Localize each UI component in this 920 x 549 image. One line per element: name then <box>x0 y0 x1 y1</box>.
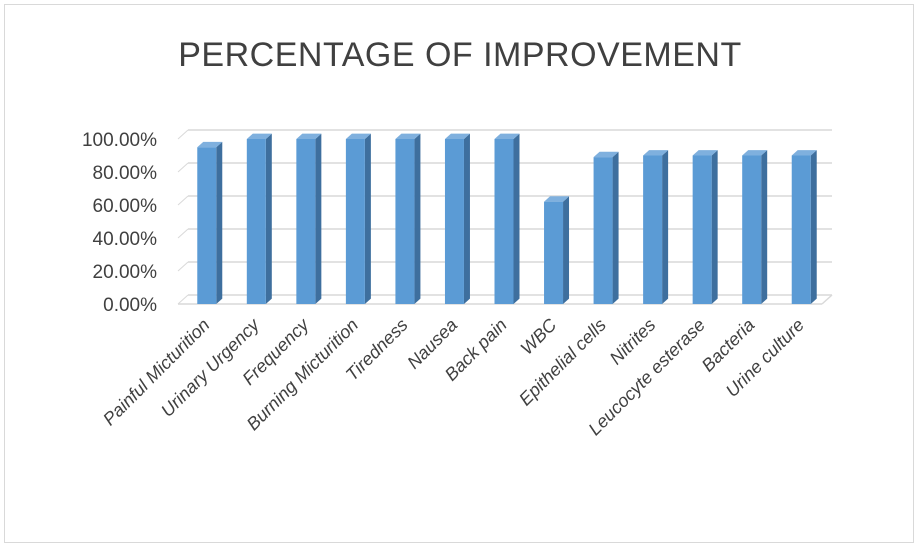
bar-top <box>197 141 223 148</box>
bars <box>197 133 817 304</box>
y-tick-label: 40.00% <box>93 229 158 250</box>
bar <box>197 141 223 304</box>
bar-side <box>761 150 768 304</box>
bar-side <box>265 133 272 304</box>
y-tick-label: 80.00% <box>93 163 158 184</box>
bar <box>296 133 322 304</box>
y-tick-label: 20.00% <box>93 262 158 283</box>
bar-front <box>197 147 217 304</box>
x-tick-label: WBC <box>517 314 562 359</box>
floor-line-depth <box>821 294 833 305</box>
bar-front <box>544 201 564 304</box>
bar-side <box>315 133 322 304</box>
y-tick-label: 0.00% <box>103 295 157 316</box>
bar-side <box>662 150 669 304</box>
bar-side <box>612 151 619 304</box>
bar <box>692 150 718 304</box>
bar-top <box>742 150 768 156</box>
bar-top <box>643 150 669 156</box>
chart-title: PERCENTAGE OF IMPROVEMENT <box>178 36 742 74</box>
bar <box>395 133 421 304</box>
bar-top <box>246 133 272 139</box>
bar <box>742 150 768 304</box>
bar-side <box>711 150 718 304</box>
bar-top <box>296 133 322 139</box>
bar <box>643 150 669 304</box>
bar <box>444 133 470 304</box>
gridline-depth <box>177 228 189 239</box>
bar-top <box>444 133 470 139</box>
bar-top <box>395 133 421 139</box>
bar <box>791 150 817 304</box>
bar-side <box>513 133 520 304</box>
bar <box>345 133 371 304</box>
y-tick-label: 100.00% <box>82 130 157 151</box>
bar-front <box>395 139 415 304</box>
bar <box>246 133 272 304</box>
y-axis-ticks: 0.00% 20.00% 40.00% 60.00% 80.00% 100.00% <box>82 130 157 316</box>
gridline-depth <box>177 129 189 140</box>
bar-top <box>544 196 570 202</box>
bar-front <box>246 139 266 304</box>
bar-side <box>414 133 421 304</box>
bar-front <box>742 155 762 304</box>
bar-top <box>593 151 619 158</box>
bar-front <box>692 155 712 304</box>
bar-top <box>494 133 520 139</box>
bar-front <box>643 155 663 304</box>
bar-front <box>494 139 514 304</box>
bar <box>544 196 570 304</box>
bar-top <box>345 133 371 139</box>
bar <box>593 151 619 304</box>
bar-front <box>444 139 464 304</box>
bar-side <box>810 150 817 304</box>
bar-front <box>296 139 316 304</box>
gridline-depth <box>177 162 189 173</box>
bar-front <box>593 157 613 304</box>
bar-front <box>345 139 365 304</box>
bar <box>494 133 520 304</box>
x-tick-label: Epithelial cells <box>515 315 610 410</box>
bar-side <box>364 133 371 304</box>
bar-front <box>791 155 811 304</box>
bar-top <box>791 150 817 156</box>
gridline-depth <box>177 294 189 305</box>
bar-side <box>463 133 470 304</box>
gridline-depth <box>177 261 189 272</box>
bar-side <box>563 196 570 304</box>
y-tick-label: 60.00% <box>93 196 158 217</box>
gridline-depth <box>177 195 189 206</box>
bar-side <box>216 141 223 304</box>
bar-top <box>692 150 718 156</box>
